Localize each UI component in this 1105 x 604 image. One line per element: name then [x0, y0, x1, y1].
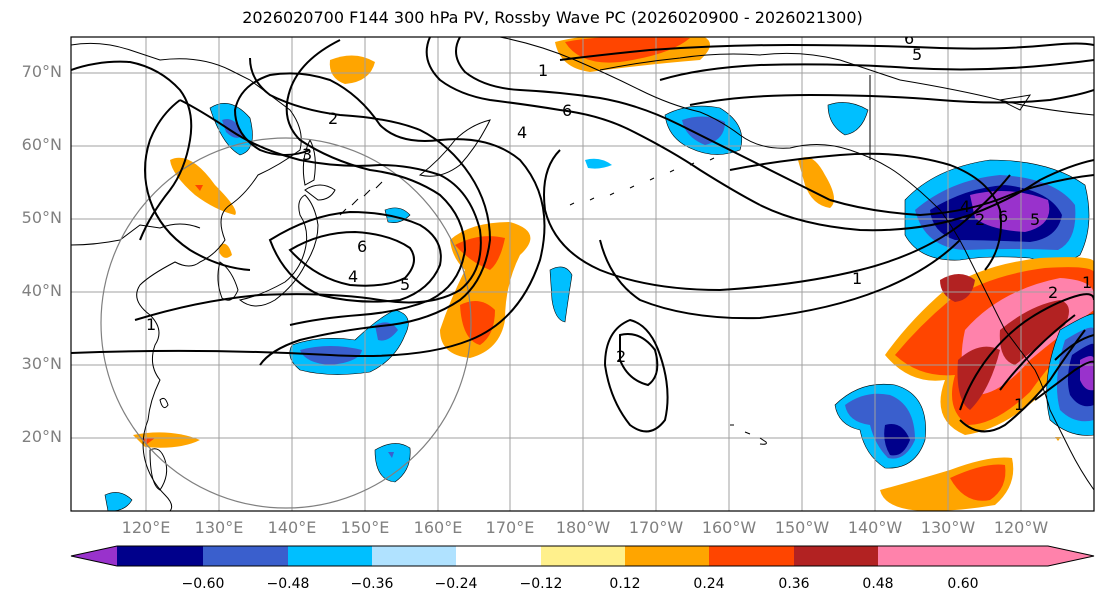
- colorbar-tick: −0.36: [350, 576, 394, 592]
- colorbar-tick: −0.24: [434, 576, 478, 592]
- colorbar-bin: [372, 546, 456, 566]
- contour-label: 1: [852, 269, 862, 288]
- pv-contours: [71, 37, 1094, 433]
- colorbar-tick: −0.12: [519, 576, 563, 592]
- colorbar-tick: 0.36: [778, 576, 810, 592]
- lon-label: 120°W: [993, 518, 1049, 537]
- lon-label: 130°E: [194, 518, 244, 537]
- map-title: 2026020700 F144 300 hPa PV, Rossby Wave …: [242, 8, 863, 27]
- colorbar-extend-min: [71, 546, 117, 566]
- lat-label: 40°N: [21, 281, 62, 300]
- lon-label: 170°W: [628, 518, 684, 537]
- contour-label: 6: [904, 29, 914, 48]
- lat-label: 20°N: [21, 427, 62, 446]
- colorbar-bin: [288, 546, 372, 566]
- lon-label: 150°E: [340, 518, 390, 537]
- colorbar-tick: −0.60: [181, 576, 225, 592]
- contour-label: 4: [960, 197, 970, 216]
- colorbar-bin: [117, 546, 203, 566]
- contour-label: 1: [146, 315, 156, 334]
- colorbar-bin: [794, 546, 878, 566]
- lat-label: 50°N: [21, 208, 62, 227]
- lon-label: 140°W: [847, 518, 903, 537]
- lon-label: 170°E: [485, 518, 535, 537]
- lon-label: 120°E: [121, 518, 171, 537]
- lat-label: 60°N: [21, 135, 62, 154]
- lon-label: 150°W: [774, 518, 830, 537]
- lat-label: 30°N: [21, 354, 62, 373]
- colorbar-bin: [625, 546, 709, 566]
- contour-label: 2: [975, 210, 985, 229]
- colorbar-outline: [70, 545, 1095, 567]
- contour-label: 6: [562, 101, 572, 120]
- contour-label: 5: [1030, 210, 1040, 229]
- wave-packet-circle: [100, 137, 472, 509]
- colorbar-tick: 0.60: [947, 576, 979, 592]
- contour-label: 6: [998, 207, 1008, 226]
- gridlines: [71, 37, 1094, 511]
- colorbar-tick: 0.12: [609, 576, 641, 592]
- colorbar-tick: −0.48: [266, 576, 310, 592]
- contour-label: 6: [357, 237, 367, 256]
- lon-label: 160°E: [413, 518, 463, 537]
- contour-label: 3: [302, 145, 312, 164]
- colorbar-bin: [878, 546, 963, 566]
- colorbar: [70, 545, 1095, 567]
- colorbar-bin: [709, 546, 794, 566]
- pv-anomaly-shading: [104, 37, 1094, 511]
- lat-label: 70°N: [21, 62, 62, 81]
- colorbar-extend-max: [963, 546, 1094, 566]
- contour-label: 5: [400, 275, 410, 294]
- colorbar-bin: [456, 546, 541, 566]
- contour-label: 1: [1014, 395, 1024, 414]
- contour-labels: 1 2 3 4 5 6 1 6 4 2 6 5 4 1 2 1 2 1 6 5: [146, 29, 1092, 414]
- lon-label: 180°W: [555, 518, 611, 537]
- contour-label: 5: [912, 45, 922, 64]
- contour-label: 4: [517, 123, 527, 142]
- contour-label: 1: [538, 61, 548, 80]
- lon-label: 160°W: [701, 518, 757, 537]
- contour-label: 2: [616, 347, 626, 366]
- contour-label: 4: [348, 267, 358, 286]
- colorbar-tick: 0.48: [862, 576, 894, 592]
- contour-label: 2: [1048, 283, 1058, 302]
- lon-label: 140°E: [267, 518, 317, 537]
- map-border: [70, 36, 1095, 512]
- contour-label: 2: [328, 109, 338, 128]
- contour-label: 1: [1082, 273, 1092, 292]
- colorbar-bin: [541, 546, 625, 566]
- colorbar-tick: 0.24: [693, 576, 725, 592]
- colorbar-bin: [203, 546, 288, 566]
- lon-label: 130°W: [920, 518, 976, 537]
